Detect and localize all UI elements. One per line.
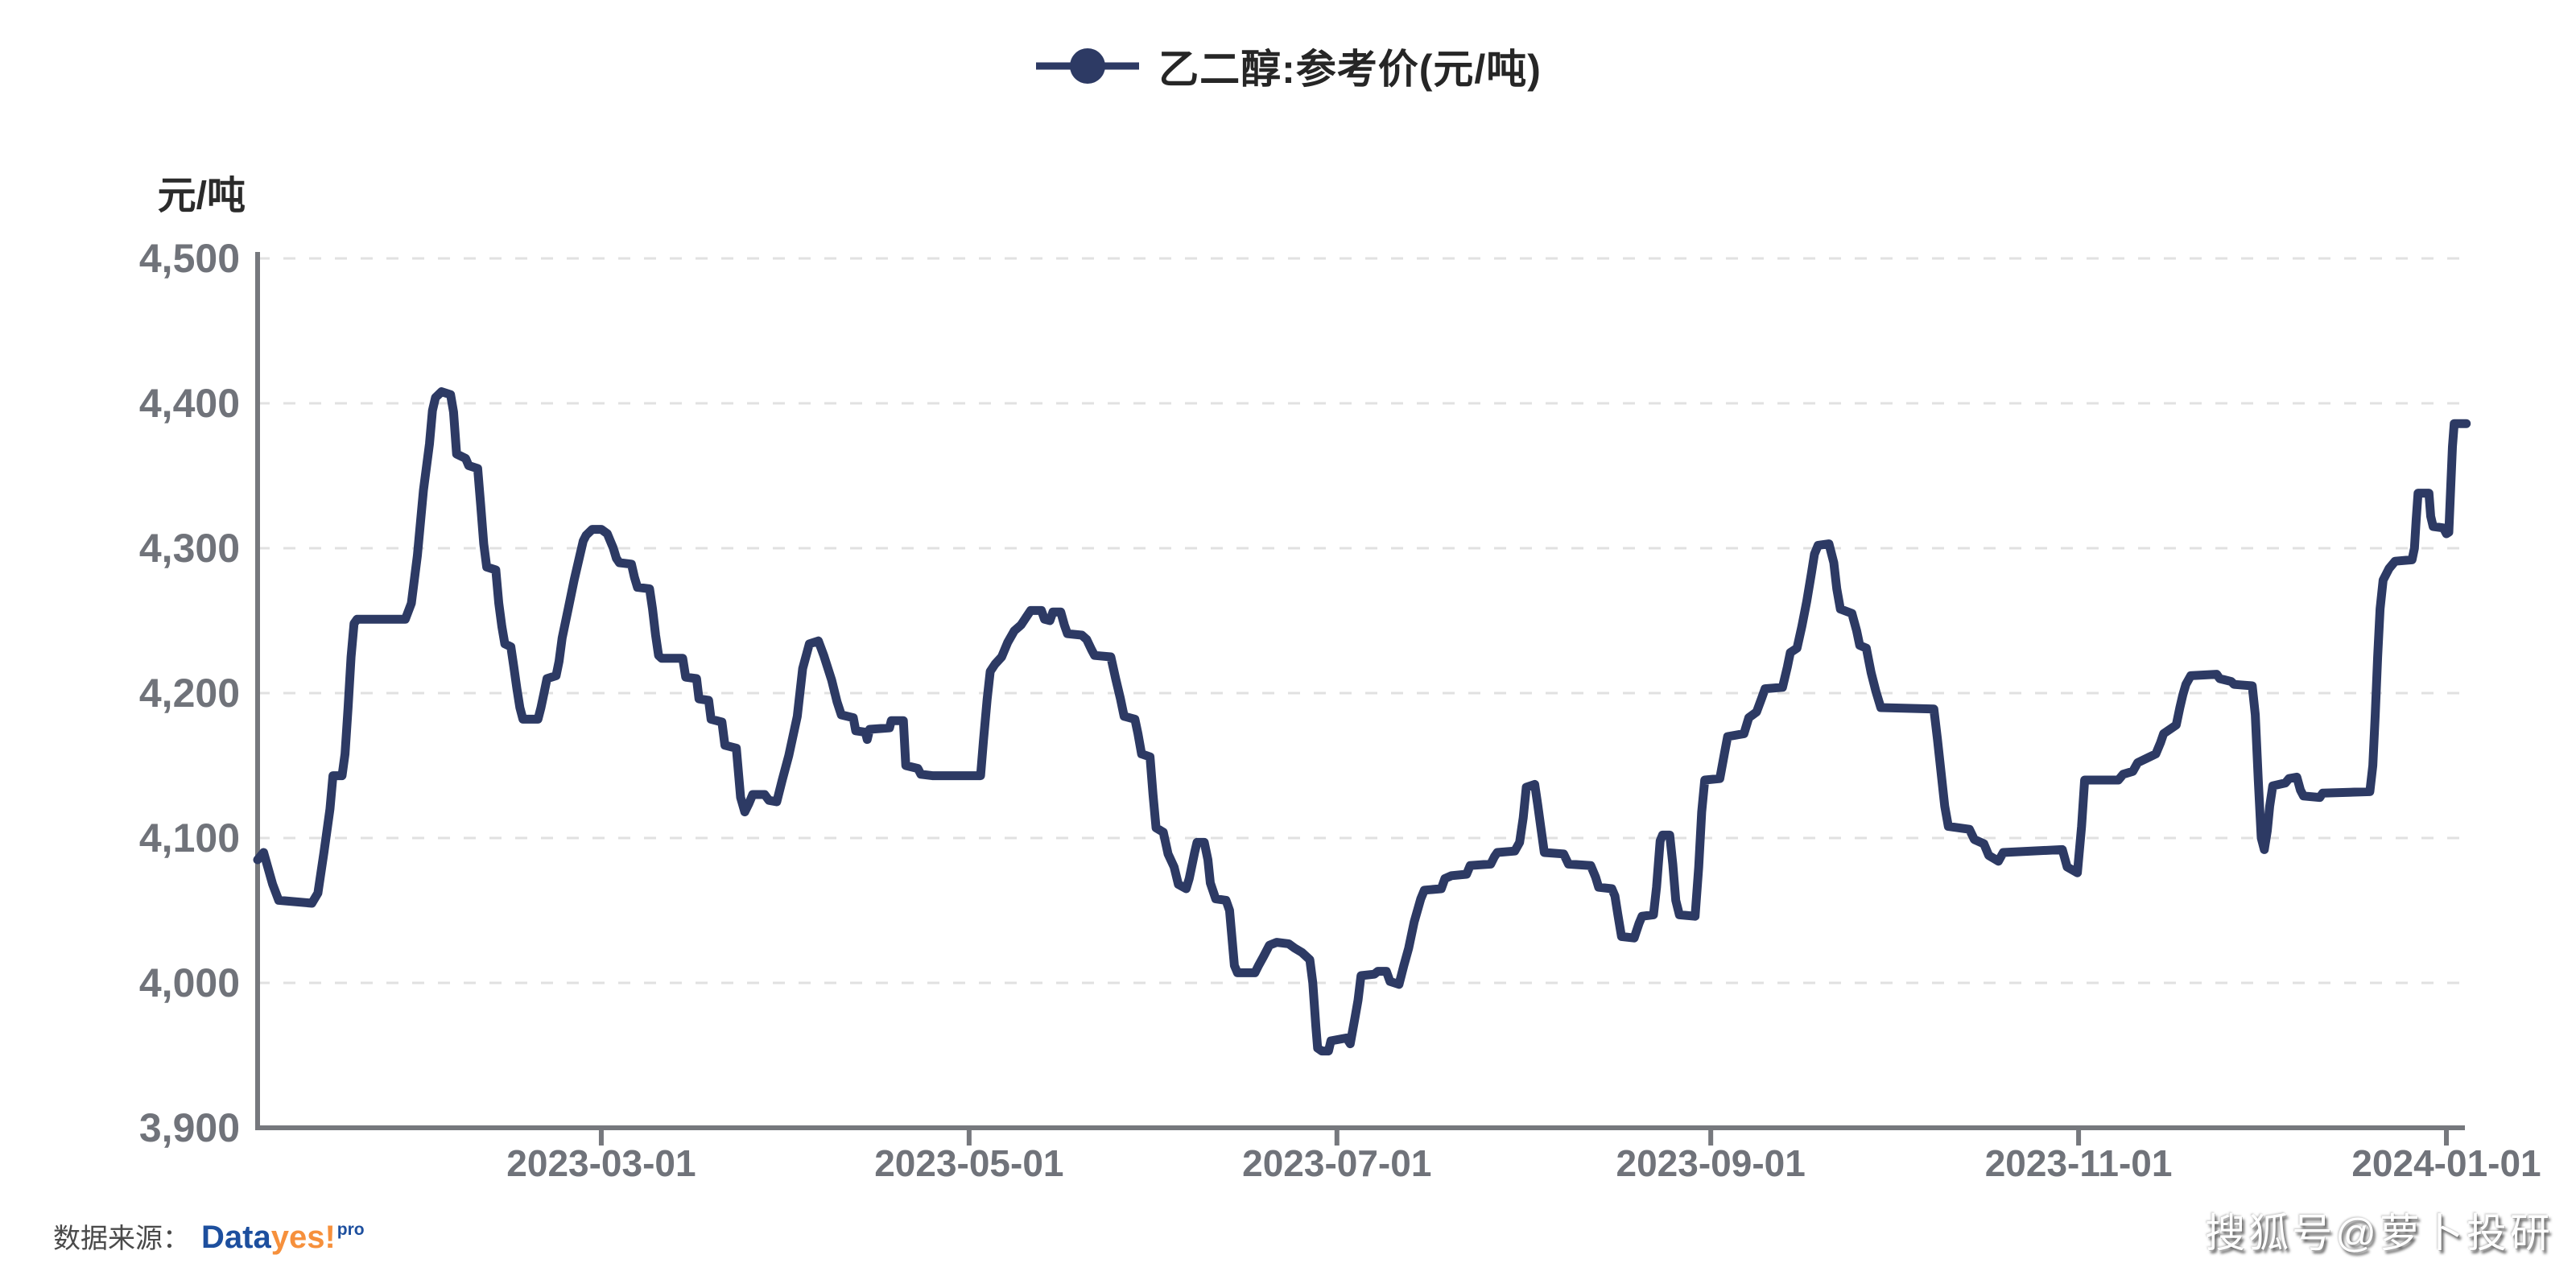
y-tick-label: 3,900 <box>139 1105 240 1150</box>
x-tick-label: 2023-07-01 <box>1242 1142 1431 1184</box>
datayes-logo: Data yes! pro <box>201 1220 365 1256</box>
x-tick-label: 2024-01-01 <box>2351 1142 2541 1184</box>
chart-legend[interactable]: 乙二醇:参考价(元/吨) <box>0 37 2576 95</box>
y-axis-unit-label: 元/吨 <box>158 175 246 217</box>
price-line <box>253 387 2471 1056</box>
y-tick-label: 4,500 <box>139 236 240 281</box>
x-tick-label: 2023-09-01 <box>1616 1142 1806 1184</box>
datayes-logo-yes: yes! <box>270 1220 336 1255</box>
x-tick-label: 2023-11-01 <box>1985 1142 2173 1184</box>
x-tick-label: 2023-03-01 <box>506 1142 696 1184</box>
x-tick-label: 2023-05-01 <box>874 1142 1063 1184</box>
datayes-logo-pro: pro <box>336 1220 365 1239</box>
watermark-sohu: 搜狐号@萝卜投研 <box>2205 1211 2553 1256</box>
y-tick-label: 4,100 <box>139 815 240 861</box>
y-tick-label: 4,400 <box>139 381 240 426</box>
y-tick-label: 4,300 <box>139 526 240 571</box>
datayes-logo-data: Data <box>201 1220 271 1255</box>
data-source-label: 数据来源： <box>53 1224 190 1254</box>
y-tick-label: 4,000 <box>139 960 240 1005</box>
chart-title: 乙二醇:参考价(元/吨) <box>1158 47 1542 92</box>
legend-marker-icon <box>1036 48 1140 84</box>
data-source: 数据来源： Data yes! pro <box>53 1216 365 1256</box>
y-tick-label: 4,200 <box>139 671 240 716</box>
